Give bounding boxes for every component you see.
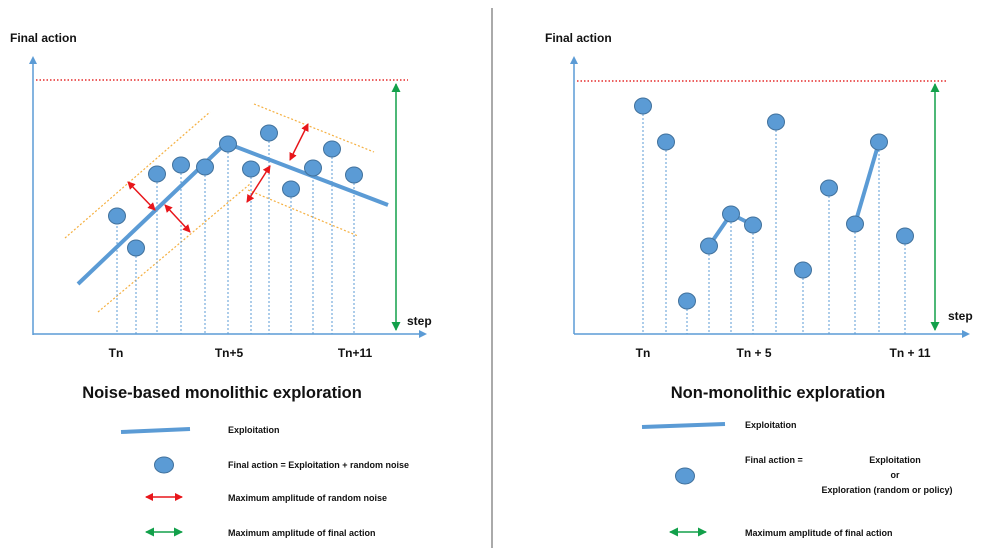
right-y-axis-label: Final action [545, 31, 612, 45]
final-action-point [722, 205, 740, 223]
legend-final-action-label: Final action = [745, 455, 803, 465]
legend-final-amplitude-label: Maximum amplitude of final action [228, 528, 376, 538]
final-action-point [304, 159, 322, 177]
legend-final-action-or: or [891, 470, 900, 480]
left-panel: Final action [10, 31, 432, 538]
right-x-axis-label: step [948, 309, 973, 323]
final-action-point [678, 292, 696, 310]
legend-point-swatch [675, 467, 695, 485]
final-action-point [767, 113, 785, 131]
left-tick-label: Tn+5 [215, 346, 244, 360]
final-action-point [260, 124, 278, 142]
final-action-point [794, 261, 812, 279]
right-tick-label: Tn [636, 346, 651, 360]
final-action-point [172, 156, 190, 174]
legend-final-action-option: Exploitation [869, 455, 921, 465]
right-tick-label: Tn + 5 [736, 346, 771, 360]
right-points [634, 97, 914, 310]
final-action-point [345, 166, 363, 184]
final-action-point [196, 158, 214, 176]
right-panel: Final action [545, 31, 973, 538]
final-action-point [896, 227, 914, 245]
noise-arrow [246, 165, 271, 203]
left-tick-label: Tn [109, 346, 124, 360]
legend-final-action-option: Exploration (random or policy) [821, 485, 952, 495]
final-action-point [323, 140, 341, 158]
final-action-point [219, 135, 237, 153]
final-action-point [108, 207, 126, 225]
left-panel-title: Noise-based monolithic exploration [82, 384, 362, 402]
legend-final-amplitude-label: Maximum amplitude of final action [745, 528, 893, 538]
noise-arrow [164, 204, 191, 233]
final-action-point [282, 180, 300, 198]
legend-exploitation-swatch [641, 422, 726, 429]
final-action-point [820, 179, 838, 197]
left-points [108, 124, 363, 257]
legend-exploitation-label: Exploitation [745, 420, 797, 430]
legend-exploitation-swatch [120, 427, 191, 434]
left-y-axis-label: Final action [10, 31, 77, 45]
final-action-point [148, 165, 166, 183]
right-tick-label: Tn + 11 [889, 346, 930, 360]
final-action-point [744, 216, 762, 234]
noise-arrow [127, 181, 156, 211]
final-action-point [846, 215, 864, 233]
final-action-point [634, 97, 652, 115]
legend-exploitation-label: Exploitation [228, 425, 280, 435]
legend-final-action-label: Final action = Exploitation + random noi… [228, 460, 409, 470]
final-action-point [700, 237, 718, 255]
left-noise-band [64, 103, 375, 313]
right-exploitation-line [853, 141, 881, 225]
legend-point-swatch [154, 456, 174, 474]
final-action-point [242, 160, 260, 178]
noise-arrow [289, 123, 309, 161]
left-x-axis-label: step [407, 314, 432, 328]
final-action-point [657, 133, 675, 151]
final-action-point [127, 239, 145, 257]
legend-noise-amplitude-label: Maximum amplitude of random noise [228, 493, 387, 503]
left-tick-label: Tn+11 [338, 346, 373, 360]
right-panel-title: Non-monolithic exploration [671, 384, 886, 402]
final-action-point [870, 133, 888, 151]
left-noise-arrows [127, 123, 309, 233]
